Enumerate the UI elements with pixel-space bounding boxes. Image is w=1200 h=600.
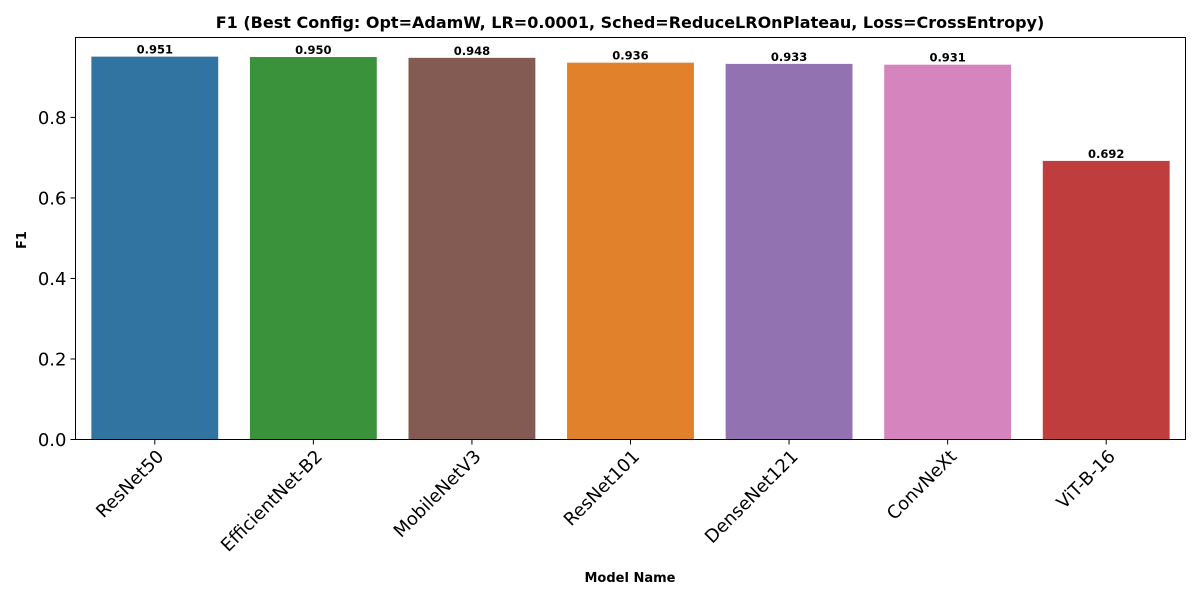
value-labels-layer: 0.951 0.950 0.948 0.936 0.933 0.931 0.692 — [137, 43, 1125, 161]
bar-densenet121 — [725, 63, 853, 440]
value-label-convnext: 0.931 — [929, 51, 965, 65]
x-tick-label-efficientnet-b2: EfficientNet-B2 — [217, 446, 327, 556]
bar-mobilenetv3 — [408, 57, 536, 440]
y-axis-label: F1 — [15, 231, 30, 249]
y-tick-label: 0.6 — [38, 188, 67, 209]
x-tick-label-mobilenetv3: MobileNetV3 — [390, 446, 486, 542]
x-tick-label-densenet121: DenseNet121 — [701, 446, 803, 548]
bar-efficientnet-b2 — [249, 57, 377, 440]
value-label-vit-b-16: 0.692 — [1088, 147, 1124, 161]
x-tick-label-convnext: ConvNeXt — [883, 446, 961, 524]
x-axis-ticks: ResNet50 EfficientNet-B2 MobileNetV3 ResNet… — [92, 439, 1120, 556]
value-label-resnet50: 0.951 — [137, 43, 173, 57]
bar-resnet50 — [91, 56, 219, 440]
y-tick-label: 0.4 — [38, 269, 67, 290]
x-tick-label-resnet50: ResNet50 — [92, 446, 168, 522]
bar-convnext — [884, 64, 1012, 440]
y-axis-ticks: 0.0 0.2 0.4 0.6 0.8 — [38, 108, 76, 451]
bar-resnet101 — [567, 62, 694, 440]
value-label-mobilenetv3: 0.948 — [454, 44, 490, 58]
y-tick-label: 0.0 — [38, 430, 67, 451]
x-tick-label-resnet101: ResNet101 — [560, 446, 644, 530]
bars-layer — [91, 56, 1170, 440]
value-label-efficientnet-b2: 0.950 — [295, 43, 331, 57]
value-label-resnet101: 0.936 — [612, 49, 648, 63]
y-tick-label: 0.2 — [38, 349, 67, 370]
y-tick-label: 0.8 — [38, 108, 67, 129]
value-label-densenet121: 0.933 — [771, 50, 807, 64]
x-tick-label-vit-b-16: ViT-B-16 — [1053, 446, 1120, 513]
chart-title: F1 (Best Config: Opt=AdamW, LR=0.0001, S… — [216, 13, 1045, 32]
bar-vit-b-16 — [1042, 160, 1170, 440]
x-axis-label: Model Name — [585, 571, 676, 586]
